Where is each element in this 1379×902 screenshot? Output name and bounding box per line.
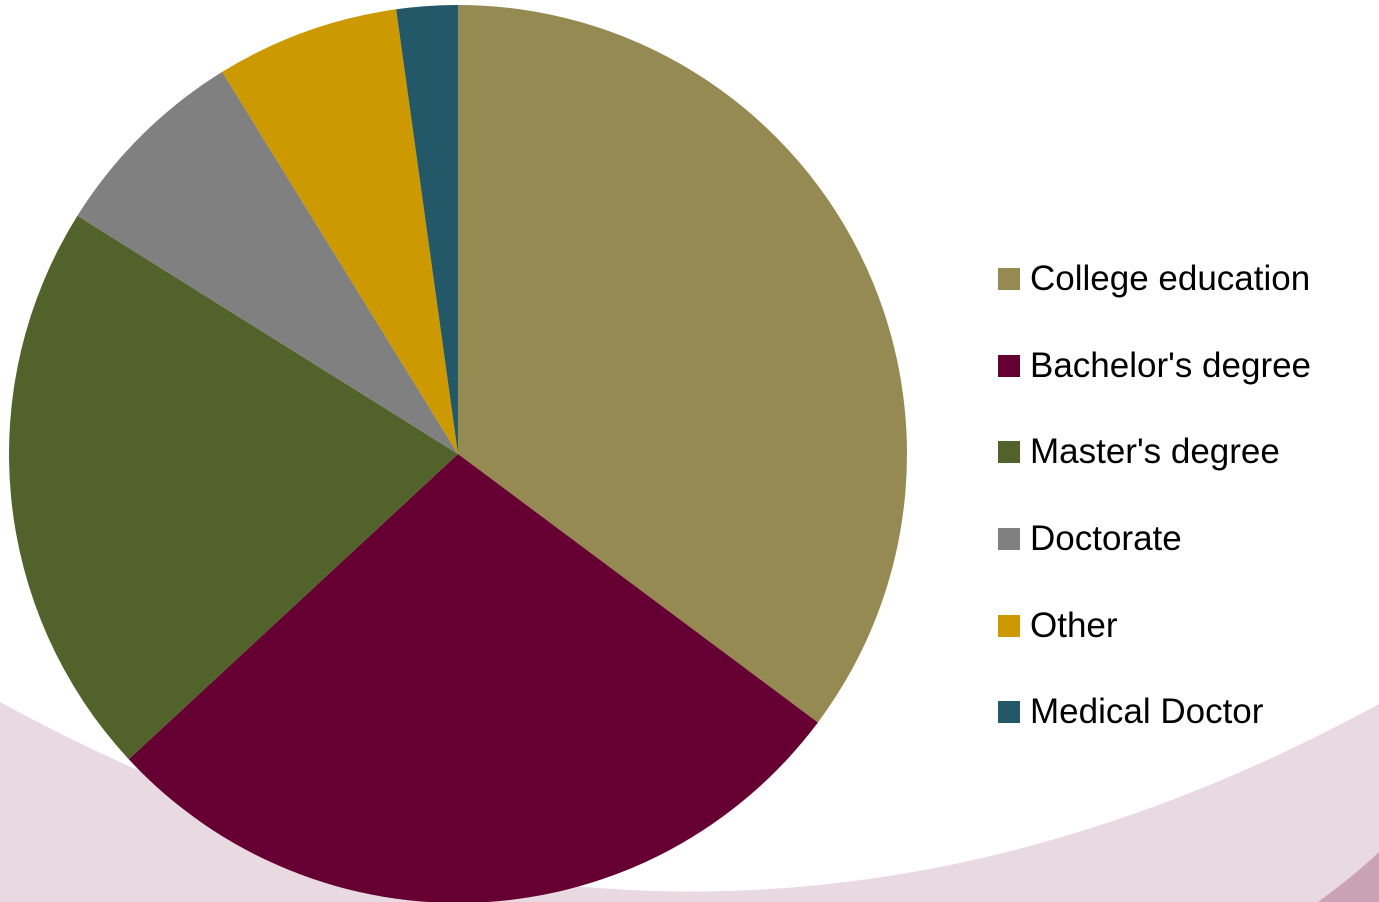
legend-label: College education [1030, 259, 1311, 299]
legend-item: Medical Doctor [998, 669, 1311, 756]
pie-slice-college-education [458, 5, 908, 723]
legend-item: Doctorate [998, 496, 1311, 583]
pie-slice-medical-doctor [396, 5, 458, 454]
background-swoosh-dark [1318, 852, 1379, 902]
legend-item: College education [998, 236, 1311, 323]
pie-slice-bachelor-s-degree [128, 454, 818, 902]
legend-swatch [998, 701, 1020, 724]
pie-slice-master-s-degree [9, 215, 459, 760]
legend-swatch [998, 614, 1020, 637]
legend-item: Bachelor's degree [998, 323, 1311, 410]
legend-label: Medical Doctor [1030, 692, 1264, 732]
legend-swatch [998, 354, 1020, 377]
legend-label: Doctorate [1030, 519, 1182, 559]
pie-slice-doctorate [77, 71, 458, 455]
chart-legend: College education Bachelor's degree Master… [998, 236, 1311, 756]
legend-swatch [998, 441, 1020, 464]
pie-slice-other [222, 9, 458, 455]
legend-item: Master's degree [998, 409, 1311, 496]
legend-swatch [998, 528, 1020, 551]
legend-label: Master's degree [1030, 432, 1280, 472]
legend-item: Other [998, 582, 1311, 669]
legend-swatch [998, 268, 1020, 291]
legend-label: Other [1030, 605, 1118, 645]
legend-label: Bachelor's degree [1030, 345, 1312, 385]
